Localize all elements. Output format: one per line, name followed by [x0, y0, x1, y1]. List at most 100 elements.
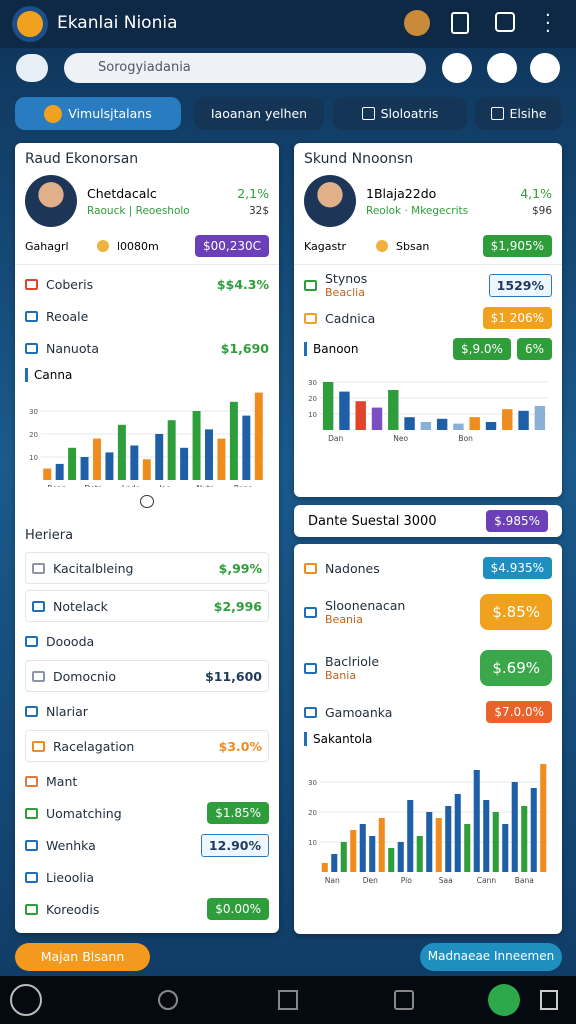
profile-line: Chetdacalc 2,1%	[87, 186, 269, 201]
row-icon	[25, 310, 38, 322]
row-sub: Beaclia	[325, 286, 365, 299]
list-row: Gamoanka $7.0.0%	[304, 699, 552, 725]
bar	[426, 812, 433, 872]
list-row: Koreodis $0.00%	[25, 896, 269, 922]
user-avatar[interactable]	[404, 10, 430, 36]
left-card: Raud Ekonorsan Chetdacalc 2,1% Raouck | Reo…	[15, 143, 279, 933]
list-row: Nadones $4.935%	[304, 555, 552, 581]
row-label: Doooda	[46, 633, 95, 649]
y-tick-label: 30	[29, 408, 38, 416]
tab[interactable]: Elsihe	[475, 97, 562, 130]
row-value: 1529%	[488, 273, 552, 297]
profile-button[interactable]	[487, 53, 517, 83]
app-logo[interactable]	[12, 6, 48, 42]
x-tick-label: Cann	[477, 876, 497, 885]
chart-footer-icon	[140, 494, 154, 508]
row-label: Stynos	[325, 271, 368, 286]
back-button[interactable]	[16, 54, 48, 82]
bar	[397, 842, 404, 872]
row-icon	[25, 807, 38, 819]
info-button[interactable]	[530, 53, 560, 83]
row-text: Doooda	[46, 634, 269, 649]
right-action-button[interactable]: Madnaeae Inneemen	[420, 943, 562, 971]
bar	[105, 452, 114, 480]
row-icon	[25, 903, 38, 915]
bar	[469, 417, 480, 430]
row-icon	[25, 278, 38, 290]
shield-icon[interactable]	[495, 12, 515, 32]
bar	[155, 434, 164, 480]
summary-banner: Dante Suestal 3000 $.985%	[294, 505, 562, 537]
row-icon	[304, 706, 317, 718]
x-tick-label: Lnde	[122, 484, 141, 487]
bar	[502, 409, 513, 430]
settings-button[interactable]	[442, 53, 472, 83]
row-text: Sloonenacan Beania	[325, 598, 472, 626]
nav-back[interactable]	[158, 990, 178, 1010]
bar	[492, 812, 499, 872]
tab-icon	[361, 107, 375, 120]
tab[interactable]: Sloloatris	[333, 97, 467, 130]
row-value: $,99%	[218, 560, 262, 576]
bar	[388, 390, 399, 430]
bar	[117, 424, 126, 480]
profile: 1Blaja22do 4,1% Reolok · Mkegecrits $96	[304, 175, 552, 227]
profile-sub: Reolok · Mkegecrits	[366, 204, 469, 217]
row-value: $4.935%	[482, 557, 552, 579]
notification-icon[interactable]	[451, 12, 469, 34]
top-bar: Ekanlai Nionia · · ·	[0, 0, 576, 48]
list-row: Stynos Beaclia 1529%	[304, 271, 552, 299]
nav-recent[interactable]	[394, 990, 414, 1010]
list-row: Kacitalbleing $,99%	[25, 552, 269, 584]
bar	[43, 468, 52, 480]
nav-save[interactable]	[540, 990, 558, 1010]
bar	[339, 391, 350, 430]
row-text: Racelagation	[53, 739, 211, 754]
bar	[340, 842, 347, 872]
y-tick-label: 10	[308, 411, 317, 419]
bar	[55, 463, 64, 480]
profile-sub: Raouck | Reoesholo	[87, 204, 190, 217]
bar	[369, 836, 376, 872]
row-label: Reoale	[46, 308, 89, 324]
list-row: Coberis $$4.3%	[25, 271, 269, 297]
banner-label: Dante Suestal 3000	[308, 513, 437, 529]
separator	[294, 264, 562, 265]
bar	[445, 806, 452, 872]
row-label: Sloonenacan	[325, 598, 406, 613]
row-value: $0.00%	[207, 898, 269, 920]
row-value: $11,600	[205, 668, 262, 684]
bar	[473, 770, 480, 872]
left-action-button[interactable]: Majan Blsann	[15, 943, 150, 971]
x-tick-label: Neo	[393, 434, 408, 443]
list-row: Cadnica $1 206%	[304, 305, 552, 331]
bar	[540, 764, 547, 872]
list-row: Baclriole Bania $.69%	[304, 643, 552, 693]
bar	[454, 794, 461, 872]
x-tick-label: Saa	[439, 876, 453, 885]
row-value: $1.85%	[207, 802, 269, 824]
x-tick-label: Bana	[515, 876, 534, 885]
tab[interactable]: Vimulsjtalans	[15, 97, 181, 130]
row-text: Uomatching	[46, 806, 199, 821]
nav-overview[interactable]	[278, 990, 298, 1010]
search-field[interactable]: Sorogyiadania	[64, 53, 426, 83]
bar	[80, 457, 89, 480]
section-title: Heriera	[25, 528, 74, 543]
bar	[534, 406, 546, 430]
nav-home[interactable]	[10, 984, 42, 1016]
nav-power[interactable]	[488, 984, 520, 1016]
row-label: Kacitalbleing	[53, 560, 134, 576]
bar	[217, 438, 226, 480]
bar	[518, 410, 529, 430]
bar	[378, 818, 385, 872]
row-label: Racelagation	[53, 738, 135, 754]
tab[interactable]: Iaoanan yelhen	[194, 97, 324, 130]
x-tick-label: Nuta	[197, 484, 215, 487]
row-icon	[25, 775, 38, 787]
bar-chart: 10 20 30 Bean Deta Lnde Ino Nuta Bana	[29, 392, 265, 487]
row-icon	[32, 600, 45, 612]
menu-icon[interactable]: · · ·	[545, 5, 551, 42]
row-icon	[304, 562, 317, 574]
profile-name: 1Blaja22do	[366, 185, 437, 201]
